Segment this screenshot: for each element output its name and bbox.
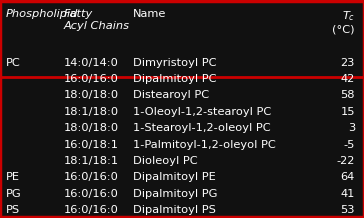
Text: Dimyristoyl PC: Dimyristoyl PC xyxy=(133,58,216,68)
Text: 58: 58 xyxy=(340,90,355,100)
Text: PC: PC xyxy=(5,58,20,68)
Text: Name: Name xyxy=(133,9,166,19)
Text: Dipalmitoyl PC: Dipalmitoyl PC xyxy=(133,74,216,84)
Text: 16:0/16:0: 16:0/16:0 xyxy=(64,74,119,84)
Text: 18:0/18:0: 18:0/18:0 xyxy=(64,90,119,100)
Text: 53: 53 xyxy=(340,205,355,215)
Text: 16:0/16:0: 16:0/16:0 xyxy=(64,189,119,199)
Text: 23: 23 xyxy=(341,58,355,68)
Text: Dipalmitoyl PE: Dipalmitoyl PE xyxy=(133,172,215,182)
Text: Dioleoyl PC: Dioleoyl PC xyxy=(133,156,198,166)
Text: $\it{T}_c$
(°C): $\it{T}_c$ (°C) xyxy=(332,9,355,35)
Text: Distearoyl PC: Distearoyl PC xyxy=(133,90,209,100)
Text: PE: PE xyxy=(5,172,19,182)
Text: 15: 15 xyxy=(340,107,355,117)
Text: 18:0/18:0: 18:0/18:0 xyxy=(64,123,119,133)
Text: 18:1/18:1: 18:1/18:1 xyxy=(64,156,119,166)
Text: 64: 64 xyxy=(341,172,355,182)
Text: -5: -5 xyxy=(344,140,355,150)
Text: 41: 41 xyxy=(341,189,355,199)
Text: 14:0/14:0: 14:0/14:0 xyxy=(64,58,119,68)
Text: 16:0/18:1: 16:0/18:1 xyxy=(64,140,119,150)
Text: 16:0/16:0: 16:0/16:0 xyxy=(64,205,119,215)
Text: PG: PG xyxy=(5,189,21,199)
Text: 3: 3 xyxy=(348,123,355,133)
Text: PS: PS xyxy=(5,205,20,215)
Text: 42: 42 xyxy=(341,74,355,84)
Text: 1-Palmitoyl-1,2-oleyol PC: 1-Palmitoyl-1,2-oleyol PC xyxy=(133,140,276,150)
Text: Phospholipid: Phospholipid xyxy=(5,9,78,19)
Text: Dipalmitoyl PG: Dipalmitoyl PG xyxy=(133,189,217,199)
Text: 1-Oleoyl-1,2-stearoyl PC: 1-Oleoyl-1,2-stearoyl PC xyxy=(133,107,271,117)
Text: 18:1/18:0: 18:1/18:0 xyxy=(64,107,119,117)
Text: Fatty
Acyl Chains: Fatty Acyl Chains xyxy=(64,9,130,31)
Text: 16:0/16:0: 16:0/16:0 xyxy=(64,172,119,182)
Text: Dipalmitoyl PS: Dipalmitoyl PS xyxy=(133,205,216,215)
Text: -22: -22 xyxy=(337,156,355,166)
Text: 1-Stearoyl-1,2-oleoyl PC: 1-Stearoyl-1,2-oleoyl PC xyxy=(133,123,270,133)
